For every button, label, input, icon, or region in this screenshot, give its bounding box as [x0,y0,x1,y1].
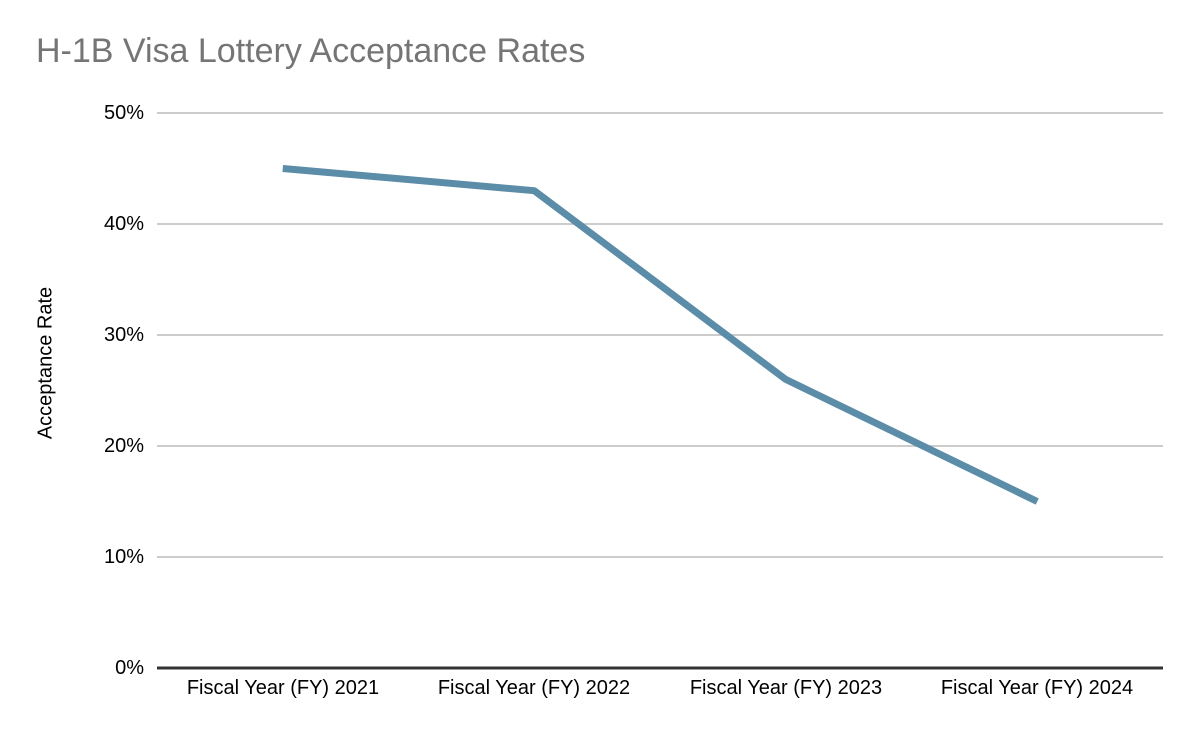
y-tick-label: 40% [103,213,144,235]
gridline [157,445,1163,447]
x-tick-label: Fiscal Year (FY) 2024 [940,677,1134,699]
y-tick-label: 0% [115,657,144,679]
gridline [157,334,1163,336]
x-tick-label: Fiscal Year (FY) 2021 [186,677,380,699]
x-tick-label: Fiscal Year (FY) 2022 [437,677,631,699]
y-axis-title: Acceptance Rate [34,286,57,440]
series-line [282,165,1039,505]
x-tick-label: Fiscal Year (FY) 2023 [689,677,883,699]
chart-title: H-1B Visa Lottery Acceptance Rates [36,32,586,70]
series-line-layer [282,165,1039,505]
plot-area [157,112,1163,670]
gridline [157,556,1163,558]
gridline [157,223,1163,225]
y-tick-label: 30% [103,324,144,346]
gridline [157,112,1163,114]
y-tick-label: 10% [103,546,144,568]
y-tick-label: 50% [103,102,144,124]
y-tick-label: 20% [103,435,144,457]
x-axis-line [157,666,1163,670]
